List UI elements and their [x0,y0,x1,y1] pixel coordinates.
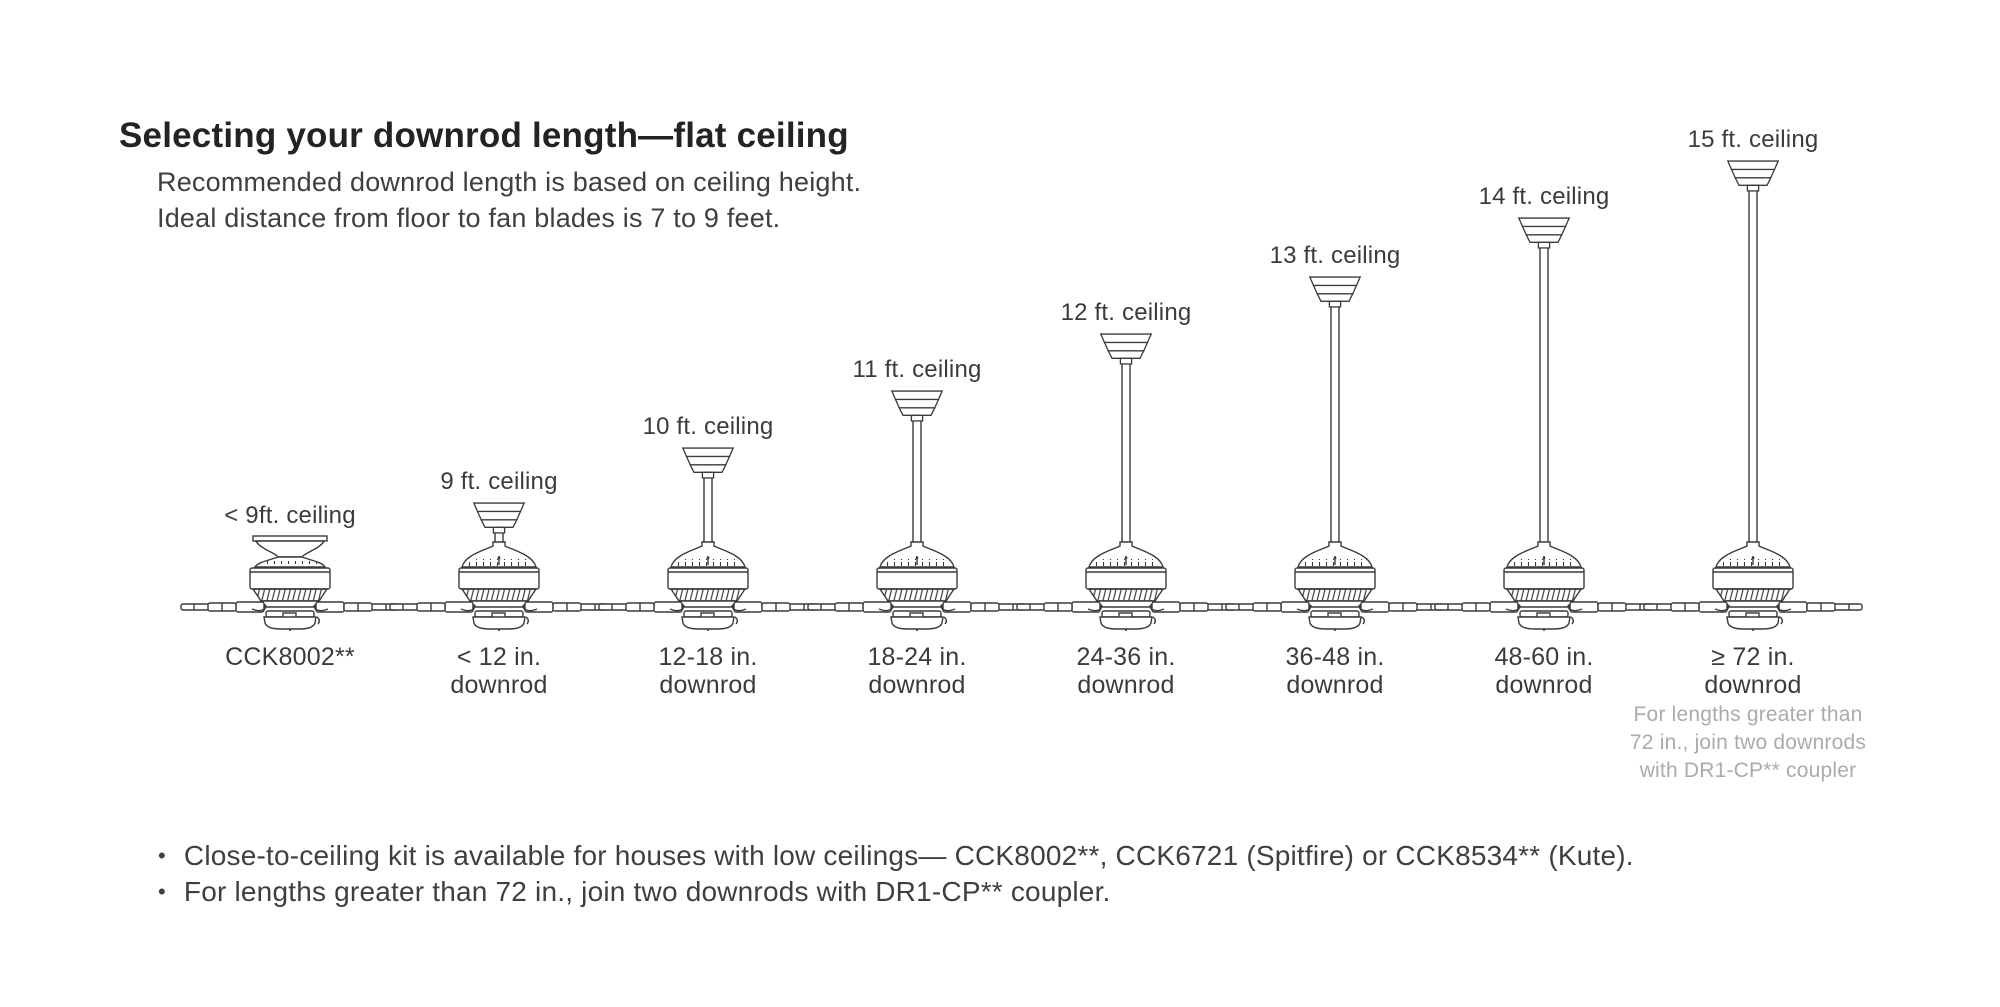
subtitle-line-1: Recommended downrod length is based on c… [157,167,862,197]
fan-illustration-6 [1225,276,1445,631]
ceiling-label-8: 15 ft. ceiling [1687,126,1819,153]
fan-illustration-4 [807,390,1027,631]
downrod-label-6: 36-48 in. downrod [1285,643,1385,699]
coupler-note: For lengths greater than 72 in., join tw… [1629,703,1867,782]
ceiling-label-2: 9 ft. ceiling [440,468,558,495]
downrod-label-8: ≥ 72 in. downrod [1704,643,1802,699]
downrod-label-7: 48-60 in. downrod [1494,643,1594,699]
footnote-bullets: • Close-to-ceiling kit is available for … [158,838,1634,910]
ceiling-label-1: < 9ft. ceiling [224,502,356,529]
fan-illustration-8 [1643,160,1863,631]
fan-illustration-1 [180,535,400,631]
fan-illustration-5 [1016,333,1236,631]
bullet-close-to-ceiling: • Close-to-ceiling kit is available for … [158,838,1634,874]
fan-illustration-2 [389,502,609,631]
ceiling-label-4: 11 ft. ceiling [852,356,982,383]
downrod-label-4: 18-24 in. downrod [867,643,967,699]
bullet-dot: • [158,879,166,904]
fan-illustration-7 [1434,217,1654,631]
page-title: Selecting your downrod length—flat ceili… [119,116,849,155]
ceiling-label-7: 14 ft. ceiling [1478,183,1610,210]
downrod-label-1: CCK8002** [225,643,355,671]
downrod-label-5: 24-36 in. downrod [1076,643,1176,699]
downrod-label-2: < 12 in. downrod [450,643,548,699]
bullet-coupler: • For lengths greater than 72 in., join … [158,874,1634,910]
downrod-label-3: 12-18 in. downrod [658,643,758,699]
ceiling-label-6: 13 ft. ceiling [1269,242,1401,269]
subtitle-line-2: Ideal distance from floor to fan blades … [157,203,781,233]
fan-illustration-3 [598,447,818,631]
bullet-dot: • [158,843,166,868]
ceiling-label-5: 12 ft. ceiling [1060,299,1192,326]
ceiling-label-3: 10 ft. ceiling [642,413,774,440]
